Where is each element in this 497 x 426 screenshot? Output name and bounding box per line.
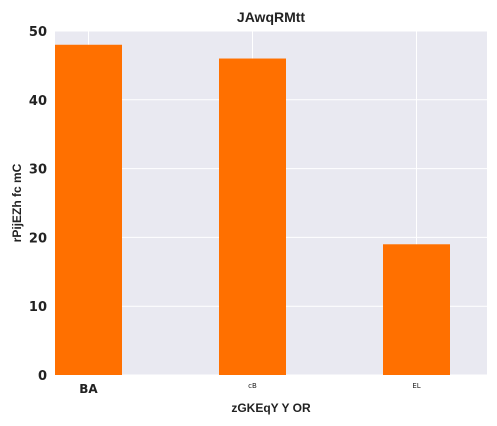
bars <box>55 44 450 376</box>
chart-title: JAwqRMtt <box>237 9 306 25</box>
y-tick-label: 0 <box>38 369 47 384</box>
bar-cb <box>219 58 286 376</box>
y-tick-label: 10 <box>29 300 47 315</box>
x-tick-label: BA <box>79 382 98 396</box>
y-tick-label: 40 <box>29 94 47 109</box>
x-tick-label: EL <box>412 382 420 390</box>
x-axis-label: zGKEqY Y OR <box>231 401 311 415</box>
y-tick-label: 50 <box>29 25 47 40</box>
bar-el <box>383 244 450 375</box>
bar-ba <box>55 44 122 375</box>
y-axis-label: rPijEZh fc mC <box>10 163 24 242</box>
y-tick-label: 30 <box>29 163 47 178</box>
y-tick-label: 20 <box>29 231 47 246</box>
y-axis-ticks: 0 10 20 30 40 50 <box>29 25 47 384</box>
x-axis-ticks: BA cB EL <box>79 382 420 396</box>
x-tick-label: cB <box>248 382 257 390</box>
